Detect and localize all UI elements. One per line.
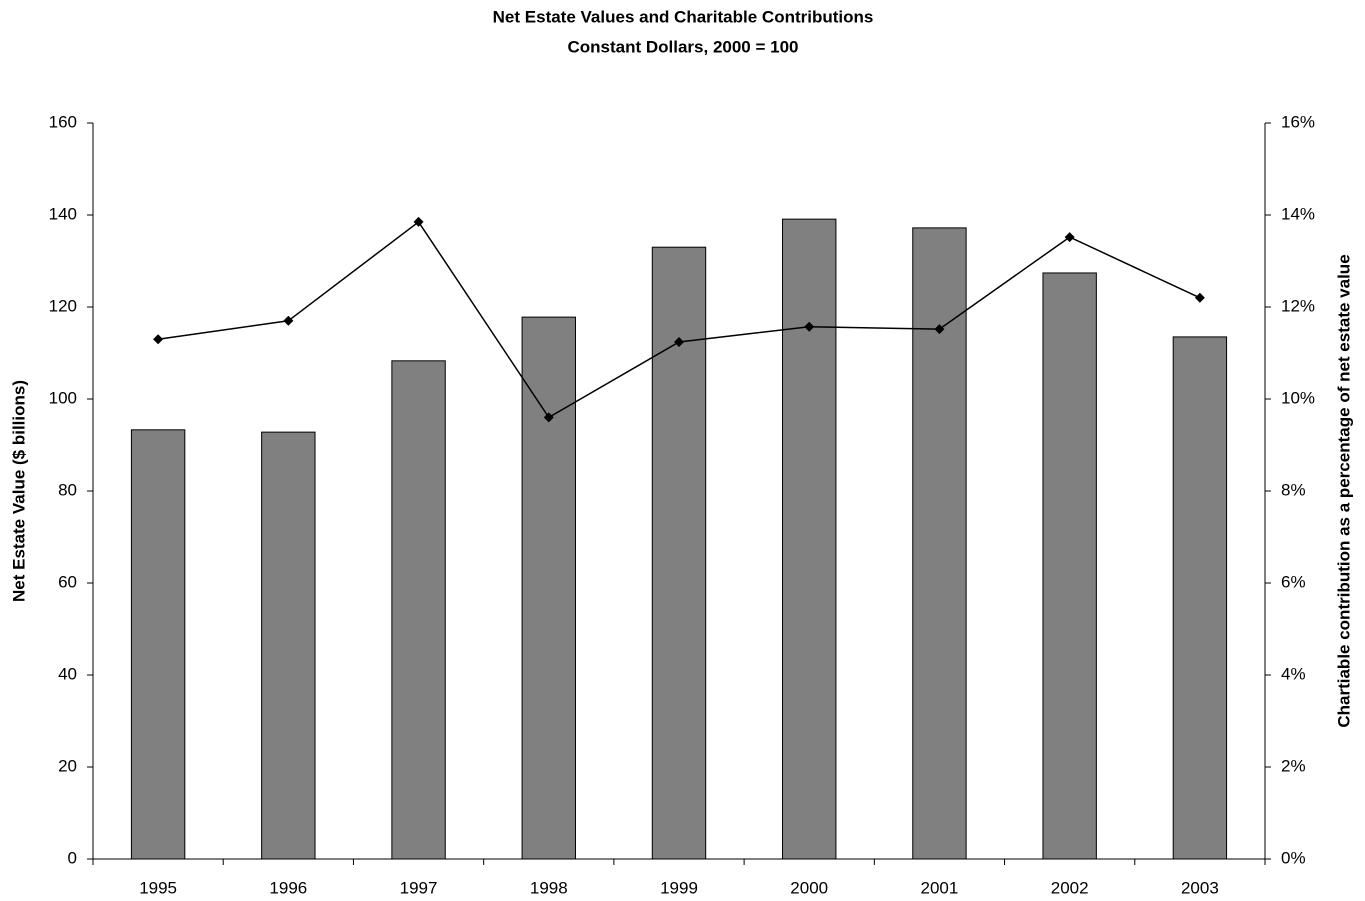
x-tick-label: 2000: [790, 878, 828, 897]
chart-subtitle: Constant Dollars, 2000 = 100: [567, 37, 798, 56]
bar: [391, 360, 446, 860]
y2-tick-label: 6%: [1281, 572, 1306, 591]
x-tick-label: 1999: [660, 878, 698, 897]
y-tick-label: 100: [49, 388, 77, 407]
line-marker: [153, 334, 164, 345]
x-tick-label: 1995: [139, 878, 177, 897]
x-tick-label: 2003: [1181, 878, 1219, 897]
y-axis-label: Net Estate Value ($ billions): [9, 380, 28, 602]
line-marker: [413, 216, 424, 227]
x-tick-label: 1998: [530, 878, 568, 897]
bar: [912, 227, 967, 860]
y-tick-label: 0: [68, 848, 77, 867]
y2-tick-label: 16%: [1281, 112, 1315, 131]
line-marker: [1194, 292, 1205, 303]
bar: [261, 431, 316, 860]
y2-tick-label: 4%: [1281, 664, 1306, 683]
line-marker: [543, 412, 554, 423]
y-tick-label: 40: [58, 664, 77, 683]
y2-tick-label: 10%: [1281, 388, 1315, 407]
bar: [1042, 272, 1097, 860]
line-marker: [283, 315, 294, 326]
bar: [651, 246, 707, 860]
y2-tick-label: 0%: [1281, 848, 1306, 867]
x-tick-label: 1996: [269, 878, 307, 897]
y-tick-label: 140: [49, 204, 77, 223]
x-tick-label: 2002: [1051, 878, 1089, 897]
line-marker: [804, 321, 815, 332]
y-tick-label: 160: [49, 112, 77, 131]
y2-tick-label: 8%: [1281, 480, 1306, 499]
bar: [1172, 336, 1228, 860]
y-tick-label: 60: [58, 572, 77, 591]
bar: [521, 316, 576, 860]
chart-title: Net Estate Values and Charitable Contrib…: [493, 7, 874, 26]
y-tick-label: 20: [58, 756, 77, 775]
y2-tick-label: 14%: [1281, 204, 1315, 223]
line-marker: [1064, 232, 1075, 243]
y2-tick-label: 12%: [1281, 296, 1315, 315]
y-tick-label: 80: [58, 480, 77, 499]
y-tick-label: 120: [49, 296, 77, 315]
line-marker: [934, 324, 945, 335]
y2-tick-label: 2%: [1281, 756, 1306, 775]
bar: [130, 429, 186, 860]
bar: [782, 218, 837, 860]
y2-axis-label: Chartiable contribution as a percentage …: [1334, 254, 1353, 727]
x-tick-label: 2001: [921, 878, 959, 897]
line-marker: [674, 336, 684, 347]
x-tick-label: 1997: [400, 878, 438, 897]
